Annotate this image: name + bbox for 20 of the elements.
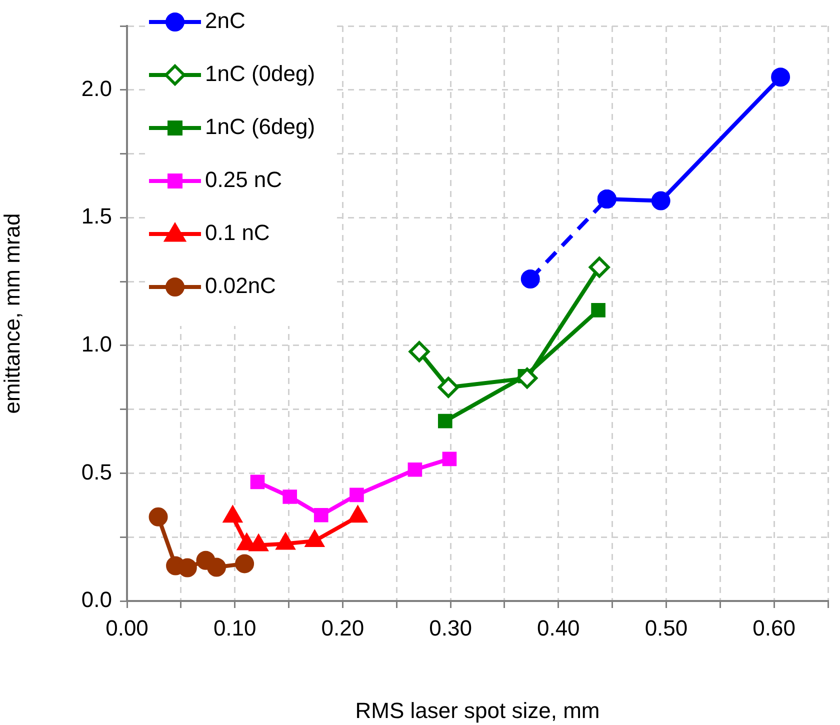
x-tick-label: 0.50	[644, 615, 688, 640]
y-tick-label: 1.5	[81, 204, 112, 229]
legend-label: 0.25 nC	[205, 167, 282, 192]
y-tick-label: 1.0	[81, 332, 112, 357]
x-tick-label: 0.60	[752, 615, 796, 640]
x-tick-label: 0.30	[429, 615, 472, 640]
x-tick-label: 0.20	[321, 615, 364, 640]
legend-label: 2nC	[205, 8, 246, 34]
x-tick-label: 0.10	[213, 615, 256, 640]
y-tick-label: 0.0	[81, 587, 112, 612]
legend-label: 0.1 nC	[205, 220, 270, 246]
x-tick-label: 0.40	[536, 615, 580, 640]
y-axis-title: emittance, mm mrad	[0, 213, 24, 414]
x-axis-title: RMS laser spot size, mm	[355, 698, 600, 723]
y-tick-label: 2.0	[81, 76, 112, 101]
x-tick-label: 0.00	[106, 615, 148, 640]
y-tick-label: 0.5	[81, 459, 112, 484]
legend-label: 1nC (6deg)	[205, 114, 316, 140]
legend-label: 0.02nC	[205, 273, 276, 298]
legend-label: 1nC (0deg)	[205, 61, 316, 86]
